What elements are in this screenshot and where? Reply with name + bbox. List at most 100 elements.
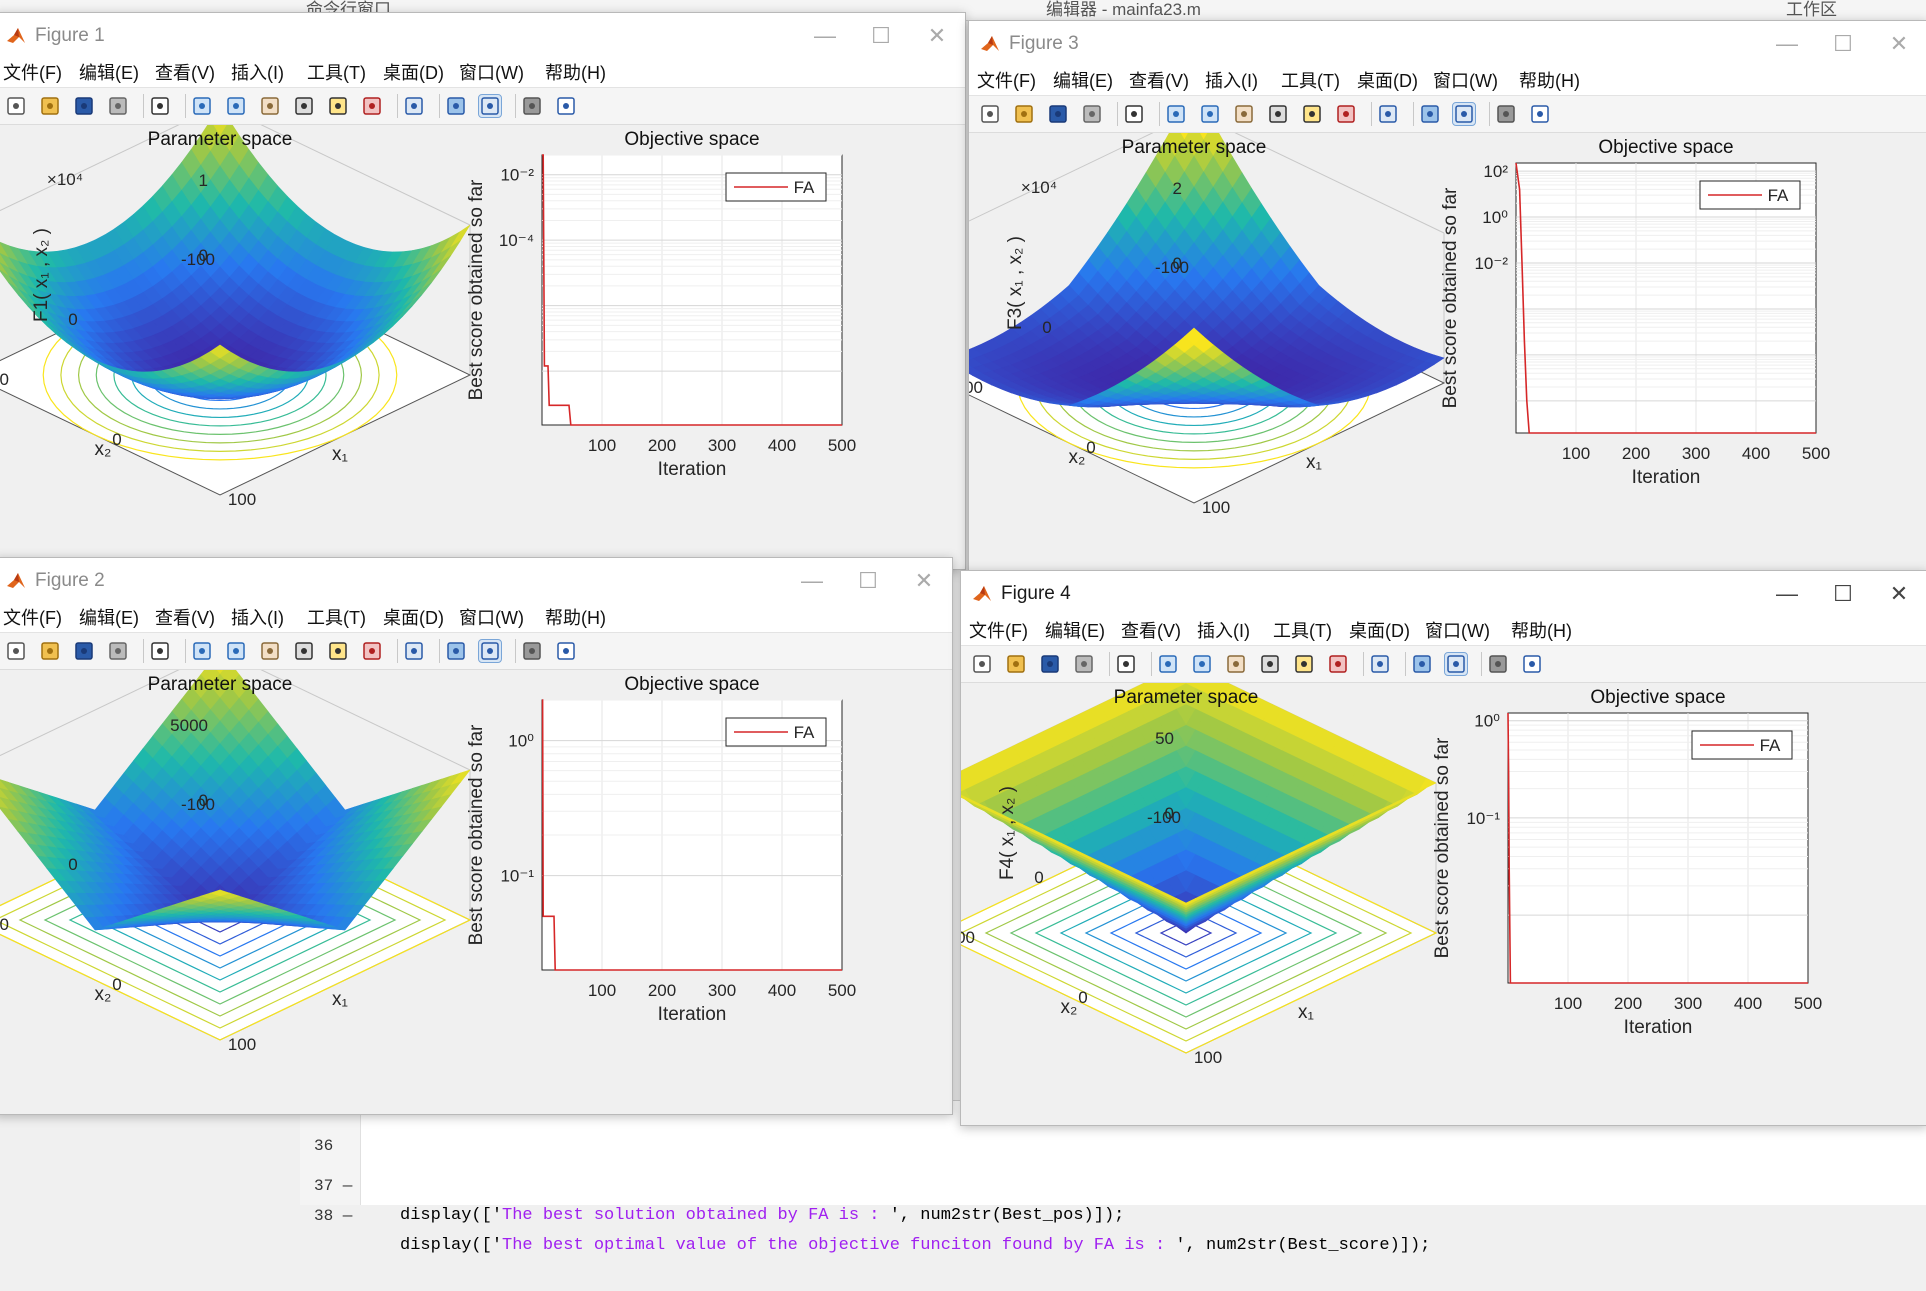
link-plot-icon[interactable] [403, 640, 425, 662]
editor-tab[interactable]: 编辑器 - mainfa23.m [1040, 0, 1201, 20]
menu-item[interactable]: 工具(T) [307, 604, 366, 632]
menu-item[interactable]: 文件(F) [969, 617, 1028, 645]
zoom-in-icon[interactable] [191, 95, 213, 117]
minimize-button[interactable]: — [797, 13, 853, 59]
close-button[interactable]: ✕ [1871, 21, 1926, 67]
new-figure-icon[interactable] [979, 103, 1001, 125]
data-cursor-icon[interactable] [1301, 103, 1323, 125]
menu-item[interactable]: 查看(V) [155, 604, 215, 632]
rotate-3d-icon[interactable] [293, 95, 315, 117]
legend-icon[interactable] [479, 95, 501, 117]
menu-item[interactable]: 编辑(E) [1053, 67, 1113, 95]
menu-item[interactable]: 桌面(D) [383, 59, 444, 87]
pointer-icon[interactable] [1123, 103, 1145, 125]
menu-item[interactable]: 工具(T) [1273, 617, 1332, 645]
legend-icon[interactable] [479, 640, 501, 662]
menu-item[interactable]: 工具(T) [1281, 67, 1340, 95]
hide-tools-icon[interactable] [1487, 653, 1509, 675]
print-icon[interactable] [1073, 653, 1095, 675]
title-bar[interactable]: Figure 2—☐✕ [0, 558, 952, 604]
title-bar[interactable]: Figure 4—☐✕ [961, 571, 1926, 617]
menu-item[interactable]: 插入(I) [231, 604, 284, 632]
pan-icon[interactable] [1233, 103, 1255, 125]
pan-icon[interactable] [259, 95, 281, 117]
menu-item[interactable]: 插入(I) [1197, 617, 1250, 645]
dock-icon[interactable] [555, 640, 577, 662]
maximize-button[interactable]: ☐ [853, 13, 909, 59]
zoom-out-icon[interactable] [225, 95, 247, 117]
pointer-icon[interactable] [149, 95, 171, 117]
brush-icon[interactable] [1335, 103, 1357, 125]
menu-item[interactable]: 编辑(E) [79, 604, 139, 632]
zoom-out-icon[interactable] [1199, 103, 1221, 125]
figure-window-3[interactable]: Figure 3—☐✕文件(F)编辑(E)查看(V)插入(I)工具(T)桌面(D… [968, 20, 1926, 578]
menu-item[interactable]: 编辑(E) [79, 59, 139, 87]
rotate-3d-icon[interactable] [1259, 653, 1281, 675]
legend-icon[interactable] [1445, 653, 1467, 675]
new-figure-icon[interactable] [5, 640, 27, 662]
menu-item[interactable]: 窗口(W) [459, 59, 524, 87]
menu-item[interactable]: 帮助(H) [1519, 67, 1580, 95]
menu-item[interactable]: 查看(V) [155, 59, 215, 87]
legend-icon[interactable] [1453, 103, 1475, 125]
maximize-button[interactable]: ☐ [1815, 571, 1871, 617]
hide-tools-icon[interactable] [521, 640, 543, 662]
rotate-3d-icon[interactable] [1267, 103, 1289, 125]
data-cursor-icon[interactable] [327, 95, 349, 117]
colorbar-icon[interactable] [445, 95, 467, 117]
save-icon[interactable] [1039, 653, 1061, 675]
new-figure-icon[interactable] [971, 653, 993, 675]
rotate-3d-icon[interactable] [293, 640, 315, 662]
zoom-out-icon[interactable] [1191, 653, 1213, 675]
print-icon[interactable] [1081, 103, 1103, 125]
save-icon[interactable] [1047, 103, 1069, 125]
menu-item[interactable]: 窗口(W) [459, 604, 524, 632]
zoom-in-icon[interactable] [1165, 103, 1187, 125]
figure-window-2[interactable]: Figure 2—☐✕文件(F)编辑(E)查看(V)插入(I)工具(T)桌面(D… [0, 557, 953, 1115]
dock-icon[interactable] [1529, 103, 1551, 125]
menu-item[interactable]: 窗口(W) [1425, 617, 1490, 645]
zoom-in-icon[interactable] [191, 640, 213, 662]
menu-item[interactable]: 查看(V) [1129, 67, 1189, 95]
pan-icon[interactable] [259, 640, 281, 662]
title-bar[interactable]: Figure 1—☐✕ [0, 13, 965, 59]
figure-window-4[interactable]: Figure 4—☐✕文件(F) 编辑(E) 查看(V) 插入(I) 工具(T) 桌面(D… [960, 570, 1926, 1126]
new-figure-icon[interactable] [5, 95, 27, 117]
menu-item[interactable]: 编辑(E) [1045, 617, 1105, 645]
menu-item[interactable]: 帮助(H) [545, 604, 606, 632]
menu-item[interactable]: 桌面(D) [1357, 67, 1418, 95]
link-plot-icon[interactable] [403, 95, 425, 117]
menu-item[interactable]: 窗口(W) [1433, 67, 1498, 95]
figure-window-1[interactable]: Figure 1—☐✕文件(F)编辑(E)查看(V)插入(I)工具(T)桌面(D… [0, 12, 966, 570]
save-icon[interactable] [73, 95, 95, 117]
menu-item[interactable]: 查看(V) [1121, 617, 1181, 645]
print-icon[interactable] [107, 95, 129, 117]
open-file-icon[interactable] [39, 640, 61, 662]
menu-item[interactable]: 帮助(H) [545, 59, 606, 87]
menu-item[interactable]: 工具(T) [307, 59, 366, 87]
code-line[interactable]: 38 — display(['The best optimal value of… [300, 1171, 341, 1201]
data-cursor-icon[interactable] [327, 640, 349, 662]
close-button[interactable]: ✕ [1871, 571, 1926, 617]
link-plot-icon[interactable] [1377, 103, 1399, 125]
menu-item[interactable]: 桌面(D) [383, 604, 444, 632]
pointer-icon[interactable] [149, 640, 171, 662]
title-bar[interactable]: Figure 3—☐✕ [969, 21, 1926, 67]
print-icon[interactable] [107, 640, 129, 662]
colorbar-icon[interactable] [1419, 103, 1441, 125]
brush-icon[interactable] [361, 640, 383, 662]
brush-icon[interactable] [361, 95, 383, 117]
dock-icon[interactable] [1521, 653, 1543, 675]
open-file-icon[interactable] [1013, 103, 1035, 125]
menu-item[interactable]: 帮助(H) [1511, 617, 1572, 645]
link-plot-icon[interactable] [1369, 653, 1391, 675]
minimize-button[interactable]: — [1759, 21, 1815, 67]
maximize-button[interactable]: ☐ [840, 558, 896, 604]
workspace-tab[interactable]: 工作区 [1780, 0, 1837, 20]
close-button[interactable]: ✕ [909, 13, 965, 59]
hide-tools-icon[interactable] [521, 95, 543, 117]
menu-item[interactable]: 桌面(D) [1349, 617, 1410, 645]
colorbar-icon[interactable] [1411, 653, 1433, 675]
open-file-icon[interactable] [39, 95, 61, 117]
close-button[interactable]: ✕ [896, 558, 952, 604]
